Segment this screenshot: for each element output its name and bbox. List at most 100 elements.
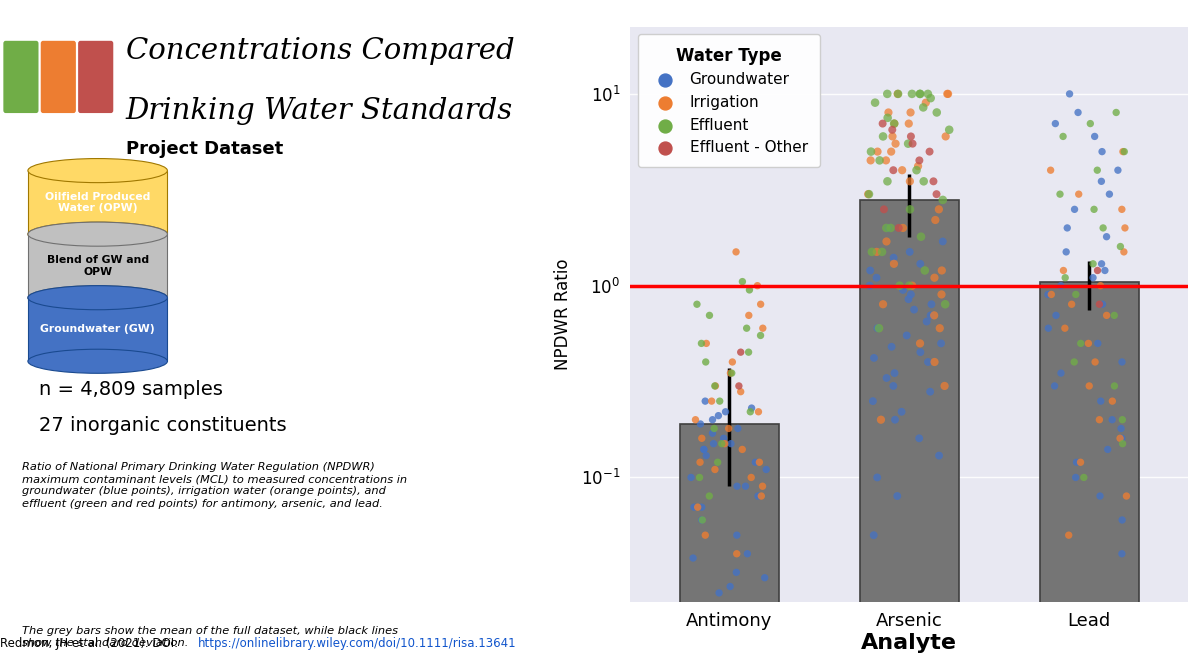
Point (931, 338, 950, 349)
Point (740, 407, 760, 417)
Point (1105, 381, 1124, 391)
Point (1042, 289, 1061, 300)
Point (704, 423, 724, 434)
FancyBboxPatch shape (4, 41, 38, 113)
Point (911, 347, 930, 357)
Point (881, 223, 900, 233)
Point (700, 310, 719, 320)
Point (749, 407, 768, 417)
Text: Oilfield Produced
Water (OPW): Oilfield Produced Water (OPW) (44, 191, 150, 213)
Y-axis label: NPDWR Ratio: NPDWR Ratio (554, 259, 572, 370)
Point (890, 280, 910, 291)
Point (940, 124, 959, 135)
Point (925, 357, 944, 367)
Ellipse shape (28, 349, 167, 373)
Point (1105, 310, 1124, 320)
Point (884, 258, 904, 269)
Point (868, 323, 887, 334)
Point (883, 131, 902, 142)
Point (899, 138, 918, 149)
Point (1081, 118, 1100, 129)
Point (696, 357, 715, 367)
Point (1112, 204, 1132, 215)
Point (1064, 204, 1084, 215)
Text: https://onlinelibrary.wiley.com/doi/10.1111/risa.13641: https://onlinelibrary.wiley.com/doi/10.1… (198, 638, 517, 650)
Point (696, 396, 715, 407)
Point (907, 165, 926, 175)
Point (1056, 272, 1075, 283)
Point (1109, 165, 1128, 175)
Point (1042, 165, 1061, 175)
Point (888, 88, 907, 99)
FancyBboxPatch shape (41, 41, 76, 113)
Point (911, 338, 930, 349)
Point (692, 502, 712, 512)
Point (712, 438, 731, 449)
Point (731, 347, 750, 357)
Point (696, 530, 715, 541)
Point (889, 223, 908, 233)
Point (928, 107, 947, 118)
Point (1064, 357, 1084, 367)
Point (1112, 433, 1132, 444)
Point (742, 403, 761, 413)
Bar (679, 424, 779, 669)
Point (905, 304, 924, 315)
Point (1093, 299, 1112, 310)
Point (692, 514, 712, 525)
Point (917, 316, 936, 327)
Point (1045, 381, 1064, 391)
Point (1060, 530, 1079, 541)
Point (749, 490, 768, 501)
Point (1067, 289, 1086, 300)
Point (1051, 368, 1070, 379)
Point (910, 155, 929, 166)
Point (899, 118, 918, 129)
Point (709, 410, 728, 421)
Point (1096, 265, 1115, 276)
Point (1115, 223, 1134, 233)
Point (1098, 444, 1117, 455)
Point (737, 323, 756, 334)
Point (925, 272, 944, 283)
Point (1055, 323, 1074, 334)
Point (1085, 131, 1104, 142)
Point (684, 553, 703, 563)
Point (874, 131, 893, 142)
Point (1112, 549, 1132, 559)
Point (894, 284, 913, 295)
Point (733, 276, 752, 287)
Point (900, 176, 919, 187)
Point (883, 381, 902, 391)
Point (1097, 231, 1116, 242)
Point (1092, 258, 1111, 269)
Point (911, 88, 930, 99)
Point (736, 481, 755, 492)
Ellipse shape (28, 286, 167, 310)
X-axis label: Analyte: Analyte (862, 633, 958, 652)
Point (1085, 204, 1104, 215)
Point (865, 97, 884, 108)
Polygon shape (28, 298, 168, 361)
Point (1067, 457, 1086, 468)
Polygon shape (28, 171, 168, 234)
Point (1084, 258, 1103, 269)
Point (901, 131, 920, 142)
Point (938, 88, 958, 99)
Point (883, 124, 902, 135)
Point (1090, 299, 1109, 310)
Point (1080, 381, 1099, 391)
Point (859, 189, 878, 199)
Point (902, 88, 922, 99)
Text: Project Dataset: Project Dataset (126, 140, 283, 159)
Point (858, 189, 877, 199)
Point (1066, 472, 1085, 483)
Point (697, 338, 716, 349)
Text: Ratio of National Primary Drinking Water Regulation (NPDWR)
maximum contaminant : Ratio of National Primary Drinking Water… (23, 462, 408, 509)
Point (739, 310, 758, 320)
Polygon shape (28, 234, 168, 298)
Point (720, 581, 739, 592)
Point (722, 368, 742, 379)
Point (751, 330, 770, 341)
Point (730, 381, 749, 391)
